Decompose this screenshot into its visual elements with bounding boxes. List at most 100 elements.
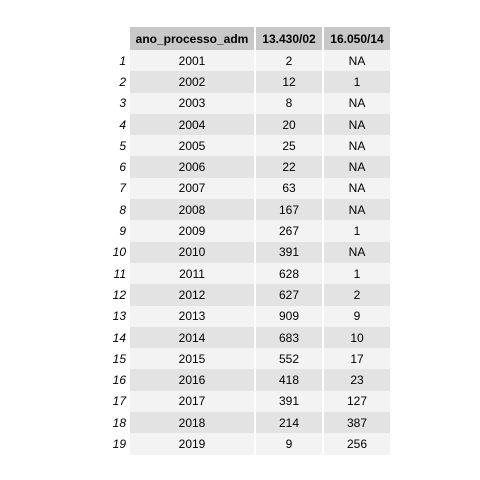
year-cell: 2007 bbox=[130, 177, 254, 200]
count-13430-02-cell: 214 bbox=[256, 412, 322, 434]
row-index-cell: 7 bbox=[119, 181, 126, 196]
count-16050-14-cell: 256 bbox=[324, 433, 390, 455]
header-index bbox=[102, 27, 128, 50]
count-13430-02-cell: 628 bbox=[256, 262, 322, 285]
count-13430-02-cell: 8 bbox=[256, 92, 322, 114]
count-16050-14-cell: NA bbox=[324, 50, 390, 72]
table-row: 14 2014 683 10 bbox=[102, 326, 390, 349]
count-13430-02-cell: 63 bbox=[256, 177, 322, 200]
count-13430-02-cell: 25 bbox=[256, 135, 322, 157]
count-16050-14-cell: 127 bbox=[324, 390, 390, 413]
row-index-cell: 1 bbox=[119, 53, 126, 68]
year-cell: 2012 bbox=[130, 284, 254, 306]
count-16050-14-cell: 23 bbox=[324, 369, 390, 391]
count-16050-14-cell: 9 bbox=[324, 305, 390, 327]
count-16050-14-cell: NA bbox=[324, 177, 390, 200]
header-row: ano_processo_adm 13.430/02 16.050/14 bbox=[102, 27, 390, 50]
table-row: 4 2004 20 NA bbox=[102, 113, 390, 136]
table-row: 6 2006 22 NA bbox=[102, 156, 390, 178]
count-13430-02-cell: 9 bbox=[256, 433, 322, 455]
table-row: 8 2008 167 NA bbox=[102, 199, 390, 221]
count-13430-02-cell: 391 bbox=[256, 390, 322, 413]
row-index-cell: 18 bbox=[112, 415, 126, 430]
count-13430-02-cell: 627 bbox=[256, 284, 322, 306]
table-row: 5 2005 25 NA bbox=[102, 135, 390, 157]
count-16050-14-cell: NA bbox=[324, 199, 390, 221]
row-index-cell: 2 bbox=[119, 74, 126, 89]
table-row: 3 2003 8 NA bbox=[102, 92, 390, 114]
table-row: 17 2017 391 127 bbox=[102, 390, 390, 413]
table-row: 19 2019 9 256 bbox=[102, 433, 390, 455]
year-cell: 2014 bbox=[130, 326, 254, 349]
count-13430-02-cell: 909 bbox=[256, 305, 322, 327]
count-16050-14-cell: NA bbox=[324, 156, 390, 178]
header-13430-02: 13.430/02 bbox=[256, 27, 322, 50]
row-index-cell: 13 bbox=[112, 309, 126, 324]
table-row: 13 2013 909 9 bbox=[102, 305, 390, 327]
header-ano-processo-adm: ano_processo_adm bbox=[130, 27, 254, 50]
count-16050-14-cell: NA bbox=[324, 241, 390, 263]
year-cell: 2002 bbox=[130, 71, 254, 93]
table-row: 12 2012 627 2 bbox=[102, 284, 390, 306]
count-13430-02-cell: 22 bbox=[256, 156, 322, 178]
data-table: ano_processo_adm 13.430/02 16.050/14 1 20… bbox=[100, 27, 392, 455]
row-index-cell: 8 bbox=[119, 202, 126, 217]
year-cell: 2018 bbox=[130, 412, 254, 434]
row-index-cell: 19 bbox=[112, 436, 126, 451]
count-16050-14-cell: 1 bbox=[324, 71, 390, 93]
year-cell: 2008 bbox=[130, 199, 254, 221]
table-header: ano_processo_adm 13.430/02 16.050/14 bbox=[102, 27, 390, 50]
year-cell: 2009 bbox=[130, 220, 254, 242]
count-16050-14-cell: 2 bbox=[324, 284, 390, 306]
table-row: 15 2015 552 17 bbox=[102, 348, 390, 370]
count-16050-14-cell: NA bbox=[324, 135, 390, 157]
count-16050-14-cell: 1 bbox=[324, 220, 390, 242]
table-row: 10 2010 391 NA bbox=[102, 241, 390, 263]
row-index-cell: 12 bbox=[112, 287, 126, 302]
year-cell: 2001 bbox=[130, 50, 254, 72]
count-13430-02-cell: 167 bbox=[256, 199, 322, 221]
table-row: 7 2007 63 NA bbox=[102, 177, 390, 200]
count-16050-14-cell: NA bbox=[324, 92, 390, 114]
count-13430-02-cell: 683 bbox=[256, 326, 322, 349]
count-13430-02-cell: 267 bbox=[256, 220, 322, 242]
year-cell: 2005 bbox=[130, 135, 254, 157]
row-index-cell: 6 bbox=[119, 160, 126, 175]
count-13430-02-cell: 391 bbox=[256, 241, 322, 263]
table-body: 1 2001 2 NA 2 2002 12 1 3 2003 8 NA 4 2004 20 NA 5 2005 25… bbox=[102, 50, 390, 455]
year-cell: 2006 bbox=[130, 156, 254, 178]
table-row: 9 2009 267 1 bbox=[102, 220, 390, 242]
row-index-cell: 5 bbox=[119, 138, 126, 153]
year-cell: 2017 bbox=[130, 390, 254, 413]
table-row: 18 2018 214 387 bbox=[102, 412, 390, 434]
row-index-cell: 14 bbox=[112, 330, 126, 345]
header-16050-14: 16.050/14 bbox=[324, 27, 390, 50]
year-cell: 2019 bbox=[130, 433, 254, 455]
row-index-cell: 9 bbox=[119, 224, 126, 239]
count-13430-02-cell: 2 bbox=[256, 50, 322, 72]
table-row: 1 2001 2 NA bbox=[102, 50, 390, 72]
row-index-cell: 15 bbox=[112, 351, 126, 366]
table-row: 16 2016 418 23 bbox=[102, 369, 390, 391]
count-13430-02-cell: 552 bbox=[256, 348, 322, 370]
count-16050-14-cell: 17 bbox=[324, 348, 390, 370]
year-cell: 2010 bbox=[130, 241, 254, 263]
count-16050-14-cell: 1 bbox=[324, 262, 390, 285]
count-13430-02-cell: 12 bbox=[256, 71, 322, 93]
year-cell: 2013 bbox=[130, 305, 254, 327]
year-cell: 2016 bbox=[130, 369, 254, 391]
count-13430-02-cell: 20 bbox=[256, 113, 322, 136]
row-index-cell: 10 bbox=[112, 245, 126, 260]
count-16050-14-cell: NA bbox=[324, 113, 390, 136]
row-index-cell: 3 bbox=[119, 96, 126, 111]
table-row: 2 2002 12 1 bbox=[102, 71, 390, 93]
year-cell: 2004 bbox=[130, 113, 254, 136]
count-16050-14-cell: 10 bbox=[324, 326, 390, 349]
count-13430-02-cell: 418 bbox=[256, 369, 322, 391]
count-16050-14-cell: 387 bbox=[324, 412, 390, 434]
row-index-cell: 16 bbox=[112, 373, 126, 388]
row-index-cell: 17 bbox=[112, 394, 126, 409]
table-row: 11 2011 628 1 bbox=[102, 262, 390, 285]
row-index-cell: 11 bbox=[113, 266, 126, 281]
year-cell: 2003 bbox=[130, 92, 254, 114]
